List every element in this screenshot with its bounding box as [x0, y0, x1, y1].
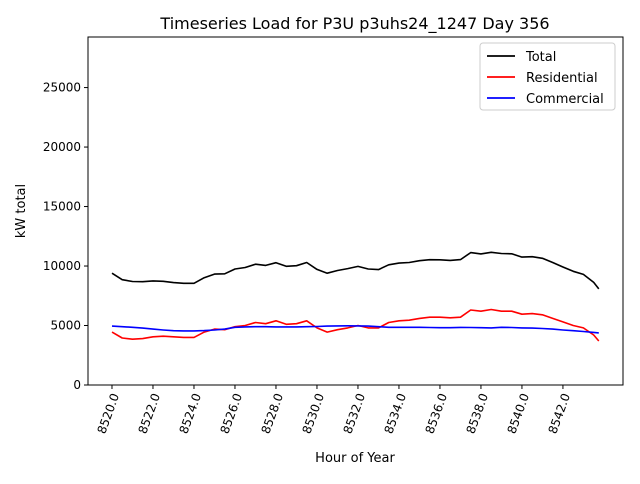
- y-tick-label: 20000: [43, 140, 81, 154]
- y-tick-label: 10000: [43, 259, 81, 273]
- series-line-commercial: [111, 324, 599, 334]
- y-tick-label: 5000: [50, 319, 81, 333]
- x-tick-label: 8538.0: [464, 391, 492, 435]
- x-tick-label: 8524.0: [177, 391, 205, 435]
- y-axis-label: kW total: [14, 184, 29, 238]
- x-tick-label: 8542.0: [546, 391, 574, 435]
- x-axis-label: Hour of Year: [315, 451, 395, 466]
- y-tick-label: 25000: [43, 81, 81, 95]
- plot-frame: [87, 36, 624, 386]
- x-tick-label: 8522.0: [136, 391, 164, 435]
- x-tick-label: 8530.0: [300, 391, 328, 435]
- x-tick-label: 8540.0: [505, 391, 533, 435]
- x-tick-label: 8532.0: [341, 391, 369, 435]
- y-tick-label: 15000: [43, 200, 81, 214]
- x-tick-label: 8528.0: [259, 391, 287, 435]
- legend-frame: [479, 42, 616, 111]
- legend: Total Residential Commercial: [479, 42, 616, 111]
- series-line-total: [111, 251, 600, 290]
- legend-label: Total: [525, 50, 556, 65]
- x-tick-label: 8536.0: [423, 391, 451, 435]
- x-tick-label: 8520.0: [95, 391, 123, 435]
- chart-title: Timeseries Load for P3U p3uhs24_1247 Day…: [159, 14, 549, 34]
- legend-label: Residential: [526, 71, 598, 86]
- x-tick-label: 8526.0: [218, 391, 246, 435]
- x-tick-label: 8534.0: [382, 391, 410, 435]
- legend-label: Commercial: [526, 92, 604, 107]
- y-tick-label: 0: [73, 378, 81, 392]
